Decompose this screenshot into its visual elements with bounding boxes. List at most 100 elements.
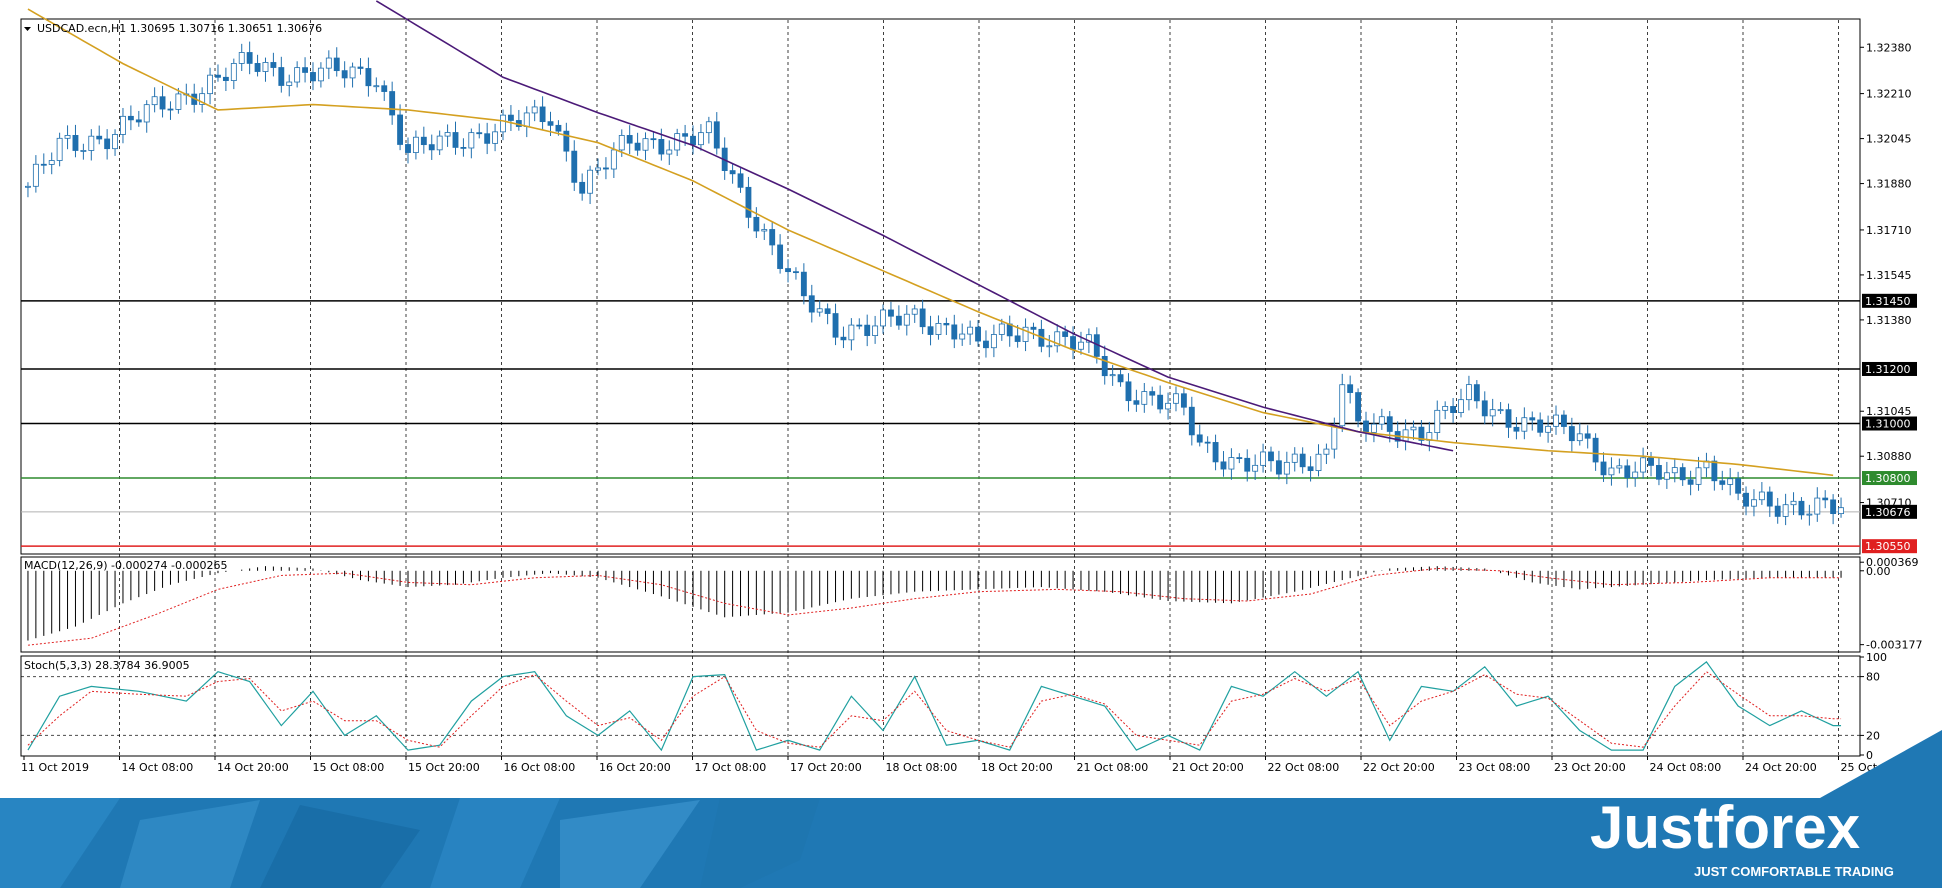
candle-body-194 xyxy=(1560,414,1567,427)
candle-body-226 xyxy=(1814,497,1821,515)
candle-body-71 xyxy=(587,169,594,194)
candle-body-210 xyxy=(1687,479,1694,485)
x-tick-label-3: 15 Oct 08:00 xyxy=(313,761,385,774)
candle-body-166 xyxy=(1339,384,1346,427)
candle-body-17 xyxy=(159,96,166,110)
candle-body-197 xyxy=(1584,433,1591,439)
level-labels: 1.31450 1.31200 1.31000 1.30800 1.30550 1.306… xyxy=(1862,293,1917,554)
pane-frames xyxy=(20,18,1861,757)
candle-body-163 xyxy=(1315,453,1322,472)
x-tick-label-6: 16 Oct 20:00 xyxy=(599,761,671,774)
macd-pane-frame xyxy=(20,556,1861,653)
candle-body-145 xyxy=(1173,393,1179,404)
candle-body-203 xyxy=(1632,471,1639,479)
candle-body-196 xyxy=(1576,433,1583,442)
candle-body-42 xyxy=(357,66,364,69)
current-price-tag xyxy=(1862,504,1917,519)
candle-body-165 xyxy=(1331,425,1338,450)
candle-body-45 xyxy=(381,85,388,92)
candle-body-213 xyxy=(1711,460,1718,482)
candle-body-225 xyxy=(1806,513,1813,516)
candle-body-143 xyxy=(1157,394,1164,410)
candle-body-109 xyxy=(888,309,894,317)
candle-body-29 xyxy=(254,63,261,72)
candle-body-114 xyxy=(927,326,934,335)
brand-swoosh xyxy=(1820,730,1942,798)
x-tick-label-10: 18 Oct 20:00 xyxy=(981,761,1053,774)
x-tick-label-9: 18 Oct 08:00 xyxy=(886,761,958,774)
candle-body-63 xyxy=(523,112,530,127)
candle-body-130 xyxy=(1054,331,1061,347)
candle-body-175 xyxy=(1410,426,1417,431)
candle-body-65 xyxy=(539,106,546,123)
candle-body-103 xyxy=(840,336,847,341)
candle-body-6 xyxy=(72,135,79,151)
candle-body-61 xyxy=(507,114,514,121)
level-tag-label-0: 1.31450 xyxy=(1865,295,1911,308)
x-tick-label-13: 22 Oct 08:00 xyxy=(1268,761,1340,774)
candle-body-67 xyxy=(555,124,562,132)
symbol-dropdown-icon[interactable] xyxy=(24,27,31,31)
candle-body-178 xyxy=(1434,409,1441,433)
candle-body-206 xyxy=(1656,465,1662,480)
candle-body-4 xyxy=(56,137,63,161)
candle-body-72 xyxy=(595,167,601,171)
stoch-header: Stoch(5,3,3) 28.3784 36.9005 xyxy=(24,659,190,672)
candle-body-134 xyxy=(1085,334,1092,343)
candle-body-54 xyxy=(452,132,459,148)
candle-body-126 xyxy=(1022,326,1029,342)
candle-body-201 xyxy=(1616,465,1623,469)
candle-body-147 xyxy=(1188,406,1195,436)
candle-body-215 xyxy=(1727,478,1734,485)
candle-body-222 xyxy=(1782,504,1789,517)
candle-body-41 xyxy=(349,66,356,79)
y-tick-label-1: 1.32210 xyxy=(1866,88,1912,101)
candle-body-23 xyxy=(207,74,213,95)
candle-body-75 xyxy=(618,135,625,151)
candle-body-229 xyxy=(1838,507,1844,515)
candle-body-1 xyxy=(32,163,39,187)
candle-body-220 xyxy=(1766,491,1773,507)
candle-body-129 xyxy=(1046,345,1053,348)
stoch-y-tick-label-3: 0 xyxy=(1866,749,1873,762)
candle-body-162 xyxy=(1307,466,1314,472)
candle-body-139 xyxy=(1125,381,1132,402)
brand-shape-4 xyxy=(430,798,560,888)
candle-body-48 xyxy=(405,144,411,153)
candle-body-127 xyxy=(1030,326,1037,330)
candle-body-44 xyxy=(373,85,380,88)
price-axis-ticks: 1.32380 1.32210 1.32045 1.31880 1.31710 1.315… xyxy=(1860,41,1912,510)
candle-body-60 xyxy=(500,114,506,133)
candle-body-131 xyxy=(1062,331,1069,337)
candle-body-199 xyxy=(1600,461,1607,476)
macd-y-tick-label-2: -0.003177 xyxy=(1866,639,1922,652)
candle-body-92 xyxy=(753,216,760,232)
ma-slow-line xyxy=(375,0,1454,452)
candle-body-184 xyxy=(1481,400,1488,417)
level-tag-label-2: 1.31000 xyxy=(1865,417,1911,430)
candle-body-64 xyxy=(531,106,538,114)
candle-body-180 xyxy=(1450,406,1457,413)
x-tick-label-5: 16 Oct 08:00 xyxy=(504,761,576,774)
candle-body-102 xyxy=(832,313,839,338)
candle-body-151 xyxy=(1220,461,1227,470)
candle-body-152 xyxy=(1228,457,1235,470)
candle-body-22 xyxy=(199,93,206,105)
candle-body-133 xyxy=(1078,341,1084,350)
candle-body-86 xyxy=(705,121,712,134)
candle-body-158 xyxy=(1275,460,1282,475)
main-pane-frame xyxy=(20,18,1861,555)
candle-body-27 xyxy=(238,52,245,64)
candle-body-157 xyxy=(1268,451,1274,462)
x-tick-label-12: 21 Oct 20:00 xyxy=(1172,761,1244,774)
level-tag-label-4: 1.30550 xyxy=(1865,540,1911,553)
candle-body-170 xyxy=(1370,423,1377,433)
candle-body-211 xyxy=(1695,467,1702,485)
y-tick-label-6: 1.31380 xyxy=(1866,314,1912,327)
candle-body-14 xyxy=(135,119,142,123)
candle-body-167 xyxy=(1347,384,1354,393)
candle-body-51 xyxy=(428,144,435,151)
candle-body-25 xyxy=(222,76,229,81)
candle-body-185 xyxy=(1489,409,1496,417)
